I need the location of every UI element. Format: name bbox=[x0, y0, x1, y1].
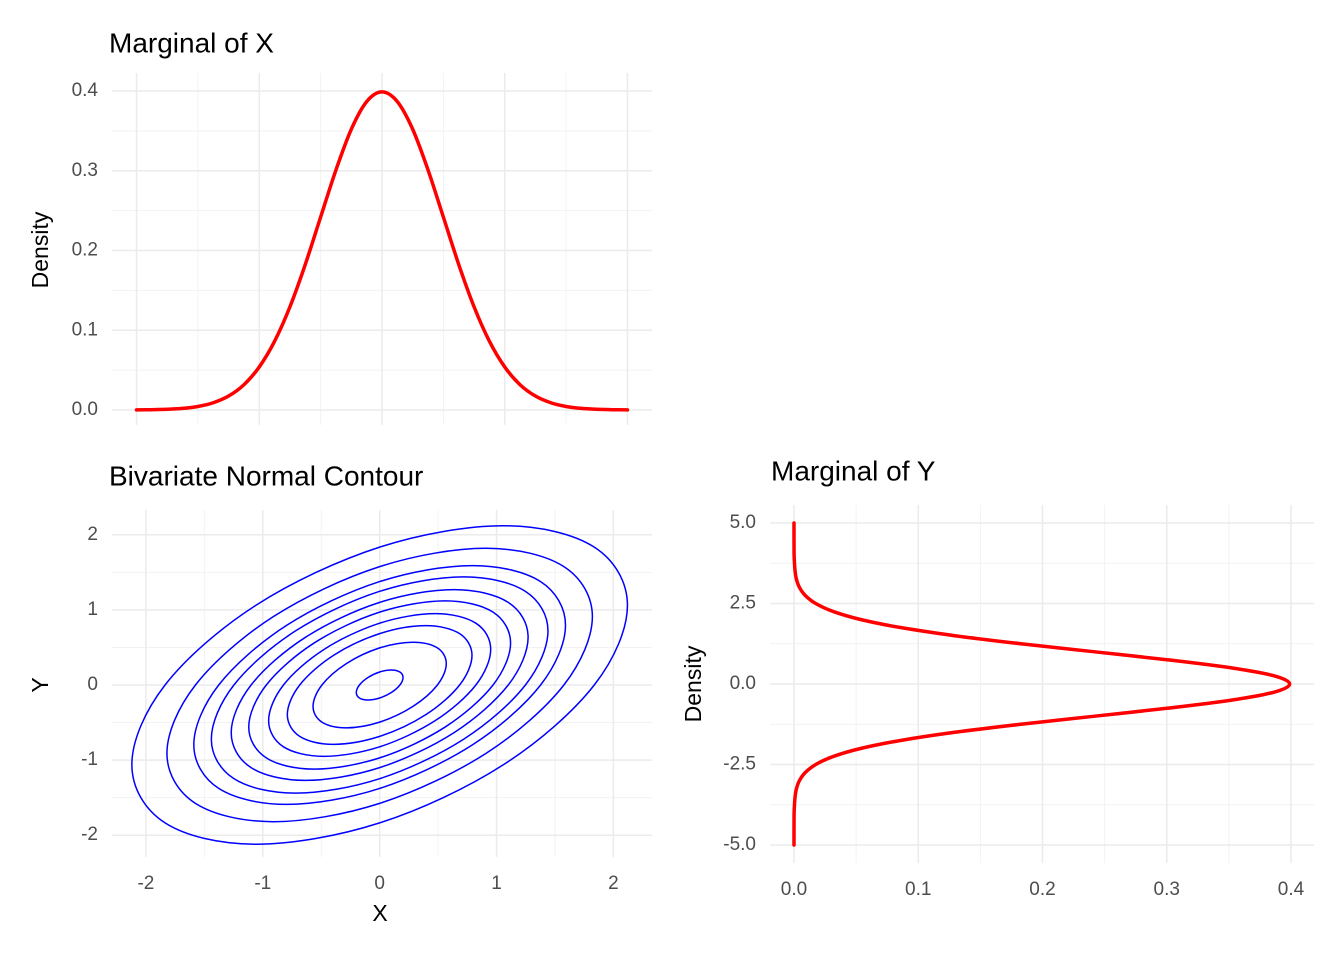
chart-title: Bivariate Normal Contour bbox=[109, 460, 423, 491]
y-tick-label: 0.0 bbox=[730, 673, 756, 694]
contour-line bbox=[166, 547, 594, 823]
x-tick-label: 2 bbox=[608, 873, 619, 894]
chart-title: Marginal of X bbox=[109, 27, 274, 58]
y-tick-label: 5.0 bbox=[730, 512, 756, 533]
contour-line bbox=[267, 612, 492, 758]
y-tick-label: 0.3 bbox=[72, 160, 98, 181]
mark-layer bbox=[131, 90, 1292, 847]
chart-title: Marginal of Y bbox=[771, 455, 936, 486]
x-tick-label: 1 bbox=[491, 873, 502, 894]
y-axis-label: Density bbox=[680, 645, 706, 722]
y-axis-label: Y bbox=[27, 677, 53, 692]
x-tick-label: 0.0 bbox=[781, 879, 807, 900]
y-tick-label: 0.4 bbox=[72, 80, 99, 101]
contour-line bbox=[131, 525, 629, 845]
contour-line bbox=[312, 641, 448, 729]
x-tick-label: -2 bbox=[137, 873, 154, 894]
density-line bbox=[134, 90, 630, 412]
y-tick-label: -2 bbox=[81, 824, 98, 845]
y-tick-label: -1 bbox=[81, 749, 98, 770]
contour-line bbox=[248, 600, 512, 770]
contour-line bbox=[355, 669, 404, 701]
contour-line bbox=[210, 576, 549, 794]
contour-line bbox=[230, 588, 529, 782]
y-tick-label: 1 bbox=[87, 599, 98, 620]
y-tick-label: -2.5 bbox=[723, 754, 756, 775]
x-tick-label: 0.4 bbox=[1278, 879, 1305, 900]
x-tick-label: 0.2 bbox=[1029, 879, 1055, 900]
contour-line bbox=[286, 624, 473, 746]
y-tick-label: 0.1 bbox=[72, 319, 98, 340]
contour-line bbox=[193, 564, 567, 806]
x-tick-label: 0 bbox=[374, 873, 385, 894]
y-tick-label: -5.0 bbox=[723, 834, 756, 855]
y-tick-label: 2 bbox=[87, 524, 98, 545]
text-layer: Marginal of X Density Bivariate Normal C… bbox=[27, 27, 1305, 926]
x-axis-label: X bbox=[372, 900, 387, 926]
x-tick-label: -1 bbox=[254, 873, 271, 894]
x-tick-label: 0.1 bbox=[905, 879, 931, 900]
y-tick-label: 0 bbox=[87, 674, 98, 695]
x-tick-label: 0.3 bbox=[1154, 879, 1180, 900]
y-tick-label: 2.5 bbox=[730, 593, 756, 614]
y-tick-label: 0.2 bbox=[72, 240, 98, 261]
grid-layer bbox=[112, 73, 1314, 863]
density-line bbox=[792, 521, 1292, 847]
y-tick-label: 0.0 bbox=[72, 399, 98, 420]
y-axis-label: Density bbox=[27, 211, 53, 288]
